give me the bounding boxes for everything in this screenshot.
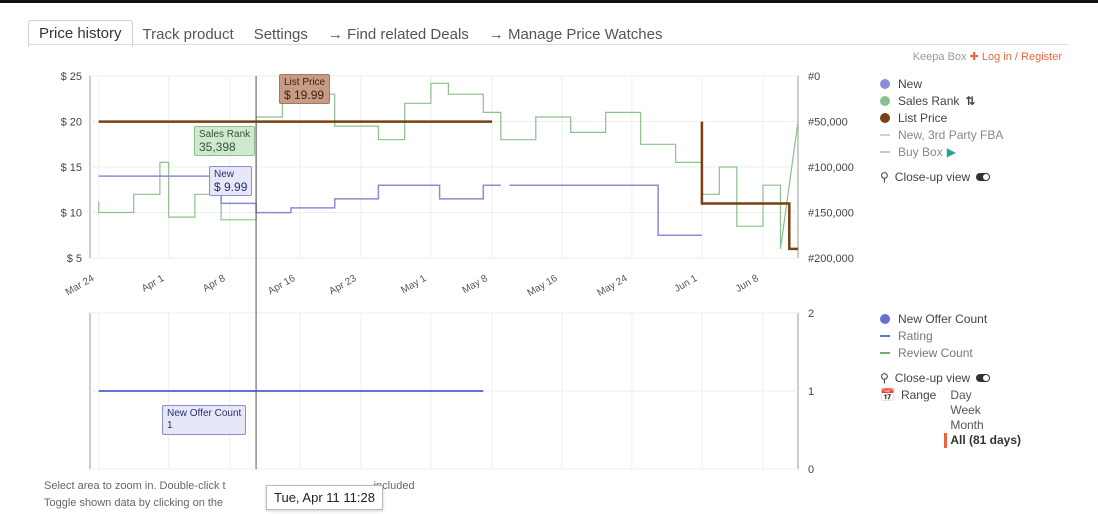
closeup-toggle-top[interactable]: ⚲ Close-up view xyxy=(880,168,1003,185)
y-right-tick-label: 2 xyxy=(808,308,814,320)
x-tick-label: Jun 1 xyxy=(673,273,700,295)
y-left-tick-label: $ 10 xyxy=(61,208,82,220)
buy-box-line-icon xyxy=(880,150,890,153)
toggle-icon[interactable] xyxy=(976,172,991,181)
sales-rank-dot-icon xyxy=(880,95,890,106)
tab-settings[interactable]: Settings xyxy=(253,26,308,43)
sort-icon[interactable]: ⇅ xyxy=(965,93,976,108)
magnifier-icon: ⚲ xyxy=(880,169,889,184)
offer-count-tooltip: New Offer Count 1 xyxy=(162,405,247,435)
legend-sales-rank[interactable]: Sales Rank ⇅ xyxy=(880,92,1003,109)
window-top-border xyxy=(0,0,1098,3)
range-all[interactable]: All (81 days) xyxy=(944,433,1021,448)
calendar-icon: 📅 xyxy=(880,388,895,402)
x-tick-label: Apr 8 xyxy=(201,273,228,295)
x-tick-label: Apr 23 xyxy=(327,273,358,297)
x-tick-label: May 16 xyxy=(526,273,560,299)
closeup-toggle-bottom[interactable]: ⚲ Close-up view xyxy=(880,369,1021,386)
keepa-header: Keepa Box ✚ Log in / Register xyxy=(913,50,1062,63)
price-legend: New Sales Rank ⇅ List Price New, 3rd Part… xyxy=(880,75,1003,185)
x-tick-label: Apr 16 xyxy=(266,273,297,297)
tab-manage-price-watches[interactable]: → Manage Price Watches xyxy=(488,26,663,43)
tab-bar: Price history Track product Settings → F… xyxy=(28,20,672,47)
legend-buy-box[interactable]: Buy Box ▶ xyxy=(880,143,1003,160)
tab-find-related-deals[interactable]: → Find related Deals xyxy=(327,26,469,43)
y-left-tick-label: $ 20 xyxy=(61,117,82,129)
sales-rank-tooltip: Sales Rank 35,398 xyxy=(194,126,256,156)
y-left-tick-label: $ 5 xyxy=(67,253,82,265)
price-history-chart[interactable]: Mar 24 Apr 1 Apr 8 Apr 16 Apr 23 May 1 May 8 Ma… xyxy=(0,0,1098,300)
rating-line-icon xyxy=(880,334,890,337)
x-tick-label: Apr 1 xyxy=(140,273,167,295)
y-left-tick-label: $ 25 xyxy=(61,71,82,83)
truck-icon: ▶ xyxy=(946,144,956,159)
range-selector: 📅 Range Day Week Month All (81 days) xyxy=(880,388,1021,448)
y-right-tick-label: #50,000 xyxy=(808,117,848,129)
legend-review-count[interactable]: Review Count xyxy=(880,344,1021,361)
review-line-icon xyxy=(880,351,890,354)
tab-divider xyxy=(28,44,1068,45)
x-tick-label: Mar 24 xyxy=(64,273,97,298)
legend-third-party[interactable]: New, 3rd Party FBA xyxy=(880,126,1003,143)
chart-help-text: Select area to zoom in. Double-click t in… xyxy=(44,480,415,509)
offer-count-dot-icon xyxy=(880,313,890,324)
crosshair-date-tooltip: Tue, Apr 11 11:28 xyxy=(266,485,383,510)
x-tick-label: May 24 xyxy=(596,273,630,299)
y-left-tick-label: $ 15 xyxy=(61,162,82,174)
range-month[interactable]: Month xyxy=(950,418,984,432)
legend-offer-count[interactable]: New Offer Count xyxy=(880,310,1021,327)
y-right-tick-label: #200,000 xyxy=(808,253,854,265)
list-price-dot-icon xyxy=(880,112,890,123)
tab-price-history[interactable]: Price history xyxy=(28,20,133,47)
offer-legend: New Offer Count Rating Review Count ⚲ Clo… xyxy=(880,310,1021,448)
y-right-tick-label: #100,000 xyxy=(808,162,854,174)
legend-rating[interactable]: Rating xyxy=(880,327,1021,344)
range-label: 📅 Range xyxy=(880,388,937,402)
login-register-link[interactable]: Log in / Register xyxy=(981,51,1062,63)
plus-icon: ✚ xyxy=(969,51,982,63)
offer-count-chart[interactable]: 2 1 0 xyxy=(0,300,1098,480)
range-week[interactable]: Week xyxy=(950,403,981,417)
x-tick-label: May 1 xyxy=(399,273,428,296)
legend-list-price[interactable]: List Price xyxy=(880,109,1003,126)
keepa-brand: Keepa Box xyxy=(912,51,967,63)
x-tick-label: May 8 xyxy=(460,273,489,296)
y-right-tick-label: 0 xyxy=(808,464,814,476)
new-tooltip: New $ 9.99 xyxy=(209,166,253,196)
x-tick-label: Jun 8 xyxy=(734,273,761,295)
new-dot-icon xyxy=(880,78,890,89)
third-party-line-icon xyxy=(880,133,890,136)
range-day[interactable]: Day xyxy=(950,388,972,402)
magnifier-icon: ⚲ xyxy=(880,370,889,385)
list-price-tooltip: List Price $ 19.99 xyxy=(279,74,331,104)
tab-track-product[interactable]: Track product xyxy=(142,26,234,43)
series-list-price xyxy=(98,120,798,251)
series-sales-rank xyxy=(98,82,799,249)
y-right-tick-label: 1 xyxy=(808,386,814,398)
legend-new[interactable]: New xyxy=(880,75,1003,92)
y-right-tick-label: #0 xyxy=(808,71,820,83)
toggle-icon[interactable] xyxy=(976,373,991,382)
y-right-tick-label: #150,000 xyxy=(808,208,854,220)
series-new xyxy=(98,175,702,237)
